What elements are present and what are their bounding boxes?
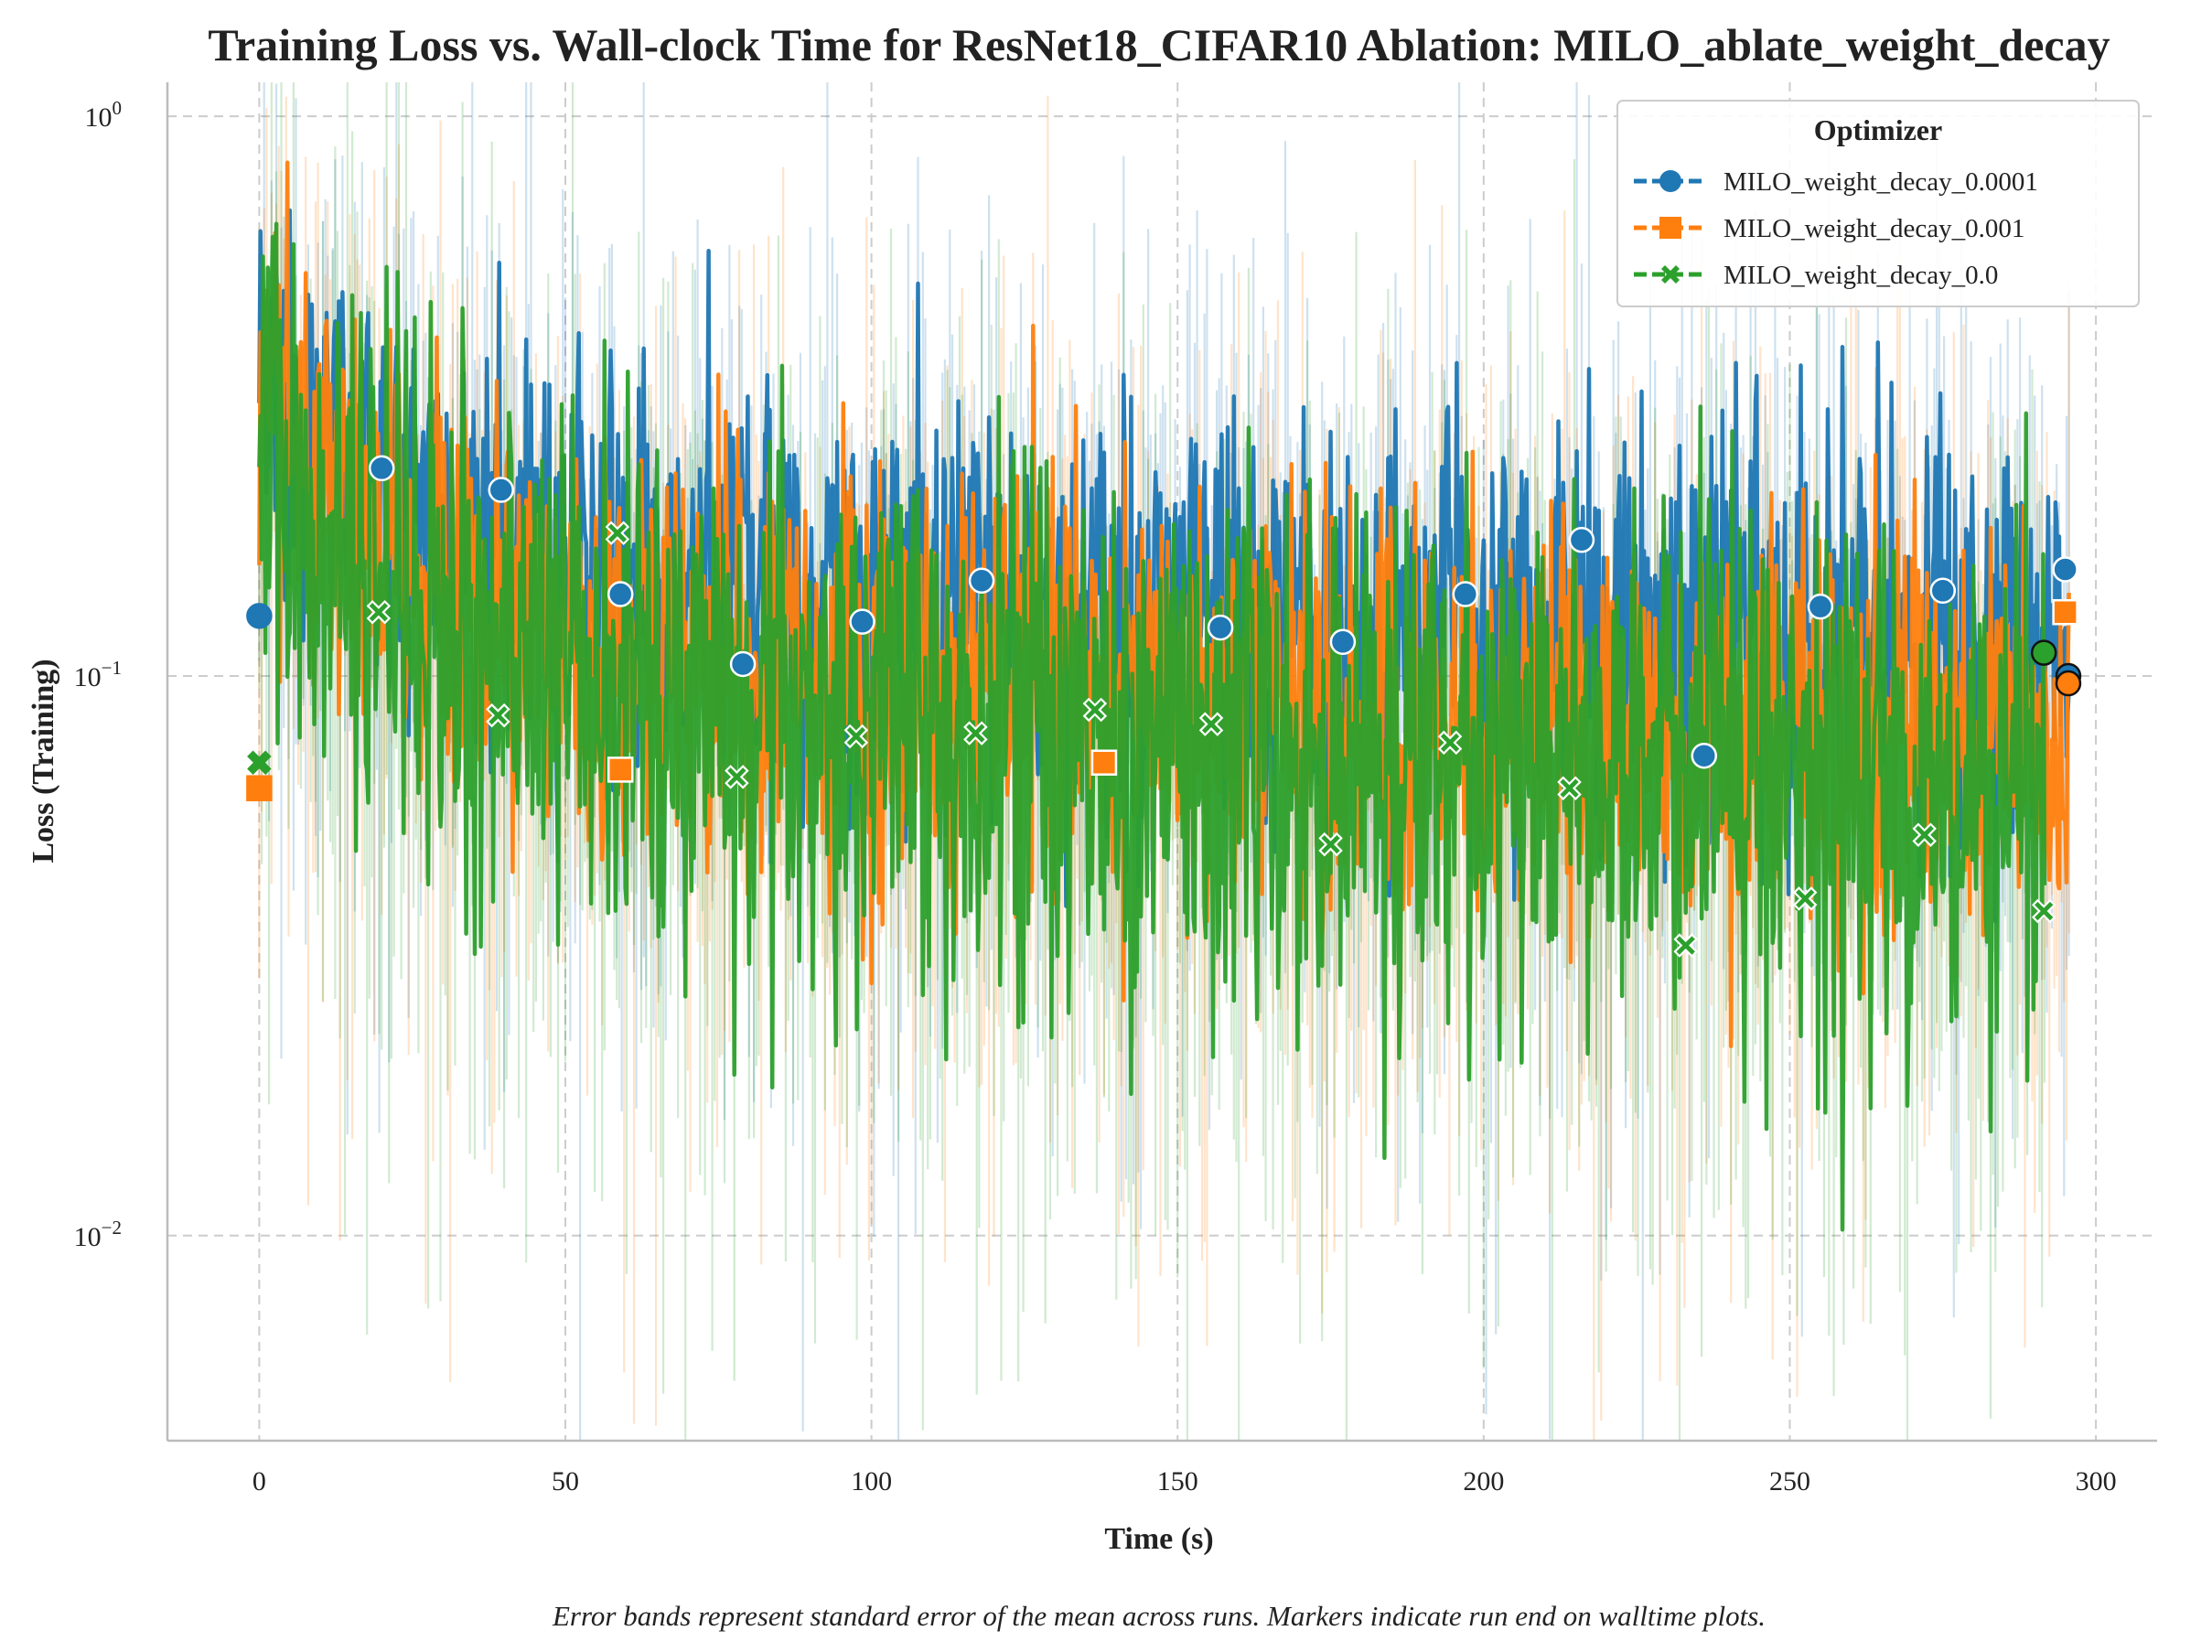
marker-MILO_weight_decay_0.0 [1673, 933, 1698, 958]
end-marker-MILO_weight_decay_0.0 [2030, 639, 2057, 666]
marker-MILO_weight_decay_0.0 [1792, 886, 1818, 911]
marker-MILO_weight_decay_0.0001 [849, 608, 875, 635]
x-axis-label: Time (s) [1104, 1522, 1213, 1556]
legend-label: MILO_weight_decay_0.001 [1723, 214, 2024, 243]
legend: Optimizer MILO_weight_decay_0.0001 MILO_w… [1616, 100, 2140, 307]
marker-MILO_weight_decay_0.001 [1090, 749, 1118, 776]
marker-MILO_weight_decay_0.001 [2052, 598, 2078, 626]
caption: Error bands represent standard error of … [552, 1600, 1766, 1632]
marker-MILO_weight_decay_0.0001 [1807, 593, 1834, 620]
legend-title: Optimizer [1814, 113, 1942, 146]
x-tick-label: 100 [851, 1466, 892, 1496]
x-tick-label: 150 [1157, 1466, 1198, 1496]
y-axis-label: Loss (Training) [27, 659, 60, 863]
end-marker-MILO_weight_decay_0.001 [2055, 670, 2082, 697]
marker-MILO_weight_decay_0.0 [1082, 697, 1108, 723]
legend-item: MILO_weight_decay_0.001 [1634, 214, 2024, 243]
marker-MILO_weight_decay_0.0001 [488, 477, 514, 503]
marker-MILO_weight_decay_0.0001 [1691, 742, 1718, 769]
legend-item: MILO_weight_decay_0.0 [1634, 261, 1998, 290]
marker-MILO_weight_decay_0.0 [1198, 712, 1224, 736]
marker-MILO_weight_decay_0.001 [246, 775, 273, 801]
x-tick-label: 250 [1769, 1466, 1810, 1496]
legend-label: MILO_weight_decay_0.0 [1723, 261, 1998, 290]
series-lines [257, 160, 2071, 1232]
marker-MILO_weight_decay_0.0001 [968, 567, 995, 595]
legend-item: MILO_weight_decay_0.0001 [1634, 167, 2038, 197]
marker-MILO_weight_decay_0.0001 [246, 603, 273, 629]
legend-marker [1659, 217, 1681, 239]
marker-MILO_weight_decay_0.0001 [1329, 628, 1357, 656]
x-tick-label: 300 [2076, 1466, 2117, 1496]
marker-MILO_weight_decay_0.0001 [2052, 556, 2078, 583]
marker-MILO_weight_decay_0.0 [843, 724, 869, 749]
y-tick-label: 10−2 [74, 1217, 122, 1252]
y-tick-label: 100 [85, 97, 123, 133]
marker-MILO_weight_decay_0.0001 [1568, 527, 1595, 553]
marker-MILO_weight_decay_0.0001 [368, 455, 395, 482]
marker-MILO_weight_decay_0.0 [1557, 776, 1582, 800]
legend-marker [1659, 170, 1681, 192]
axes [166, 82, 2157, 1443]
series-markers [246, 455, 2082, 958]
marker-MILO_weight_decay_0.0 [247, 750, 272, 775]
marker-MILO_weight_decay_0.0001 [1207, 614, 1234, 641]
marker-MILO_weight_decay_0.0 [605, 520, 630, 546]
series-line-MILO_weight_decay_0.0 [257, 221, 2047, 1232]
tick-labels: 0 50 100 150 200 250 300 100 10−1 10−2 [74, 97, 2117, 1496]
marker-MILO_weight_decay_0.0 [1437, 730, 1463, 756]
y-tick-label: 10−1 [74, 657, 122, 692]
marker-MILO_weight_decay_0.001 [607, 756, 634, 783]
marker-MILO_weight_decay_0.0001 [1452, 581, 1479, 607]
marker-MILO_weight_decay_0.0001 [607, 581, 634, 607]
x-tick-label: 50 [552, 1466, 579, 1496]
legend-box [1616, 100, 2140, 307]
x-tick-label: 200 [1463, 1466, 1504, 1496]
legend-marker [1661, 265, 1680, 284]
marker-MILO_weight_decay_0.0001 [729, 650, 757, 678]
marker-MILO_weight_decay_0.0 [963, 721, 988, 746]
marker-MILO_weight_decay_0.0001 [1929, 577, 1957, 605]
x-tick-label: 0 [252, 1466, 266, 1496]
marker-MILO_weight_decay_0.0 [1318, 831, 1343, 857]
marker-MILO_weight_decay_0.0 [2031, 898, 2056, 924]
marker-MILO_weight_decay_0.0 [725, 765, 749, 789]
marker-MILO_weight_decay_0.0 [486, 703, 510, 728]
marker-MILO_weight_decay_0.0 [366, 599, 392, 625]
chart-title: Training Loss vs. Wall-clock Time for Re… [208, 19, 2110, 70]
legend-label: MILO_weight_decay_0.0001 [1723, 167, 2038, 197]
marker-MILO_weight_decay_0.0 [1912, 822, 1937, 847]
